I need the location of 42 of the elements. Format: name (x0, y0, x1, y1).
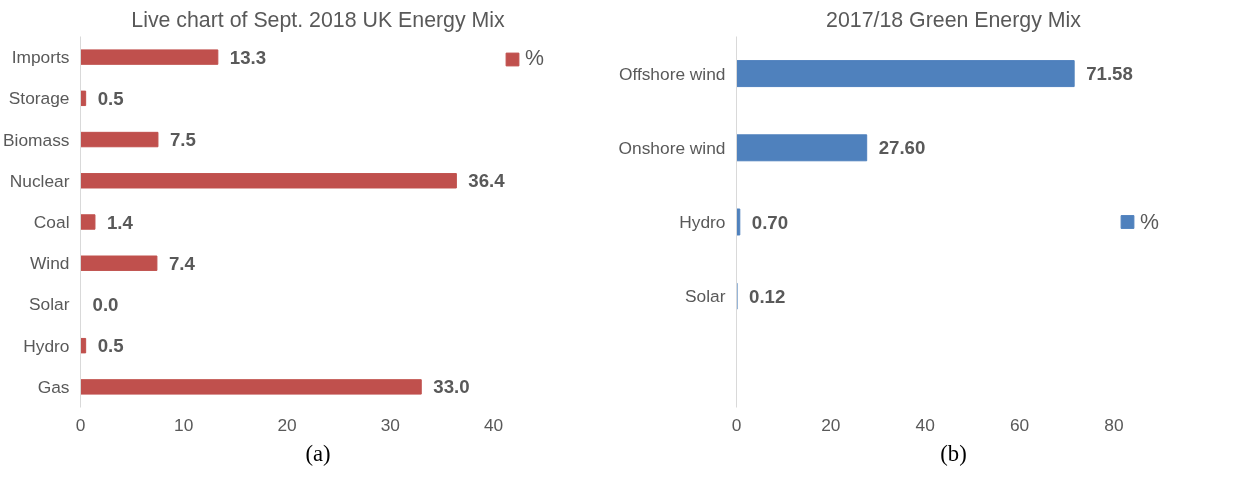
x-tick-label: 20 (821, 414, 841, 435)
x-tick-label: 10 (174, 414, 194, 435)
y-tick-label: Imports (11, 47, 70, 68)
chart-title: 2017/18 Green Energy Mix (826, 7, 1082, 32)
y-tick-label: Hydro (679, 212, 726, 232)
x-tick-label: 40 (483, 414, 504, 435)
data-label: 33.0 (433, 376, 470, 398)
y-tick-label: Nuclear (9, 170, 70, 191)
x-tick-label: 0 (731, 414, 742, 435)
y-tick-label: Coal (33, 212, 70, 232)
x-tick-label: 20 (277, 414, 297, 435)
y-tick-label: Wind (30, 253, 70, 274)
x-tick-label: 0 (75, 414, 86, 435)
data-label: 27.60 (878, 137, 926, 159)
y-tick-label: Solar (685, 286, 726, 307)
data-label: 0.5 (97, 335, 124, 357)
x-tick-label: 60 (1009, 414, 1030, 435)
text: (b) (940, 440, 967, 466)
x-tick-label: 80 (1104, 414, 1124, 435)
legend-label: % (1140, 209, 1160, 234)
x-tick-label: 30 (380, 414, 400, 435)
data-label: 7.5 (169, 129, 196, 151)
data-label: 13.3 (229, 46, 267, 68)
y-tick-label: Gas (37, 376, 70, 397)
legend-label: % (525, 46, 545, 71)
text: (a) (305, 440, 331, 466)
y-tick-label: Biomass (3, 129, 70, 150)
chart-title: Live chart of Sept. 2018 UK Energy Mix (131, 7, 506, 32)
data-label: 0.5 (97, 87, 124, 109)
y-tick-label: Storage (8, 88, 70, 109)
data-label: 0.12 (749, 285, 786, 307)
y-tick-label: Offshore wind (618, 63, 726, 84)
data-label: 71.58 (1086, 63, 1133, 85)
data-label: 0.0 (92, 293, 119, 315)
y-tick-label: Solar (29, 294, 70, 315)
data-label: 7.4 (168, 252, 196, 274)
y-tick-label: Onshore wind (618, 137, 726, 158)
data-label: 36.4 (468, 170, 506, 192)
data-label: 1.4 (106, 211, 134, 233)
data-label: 0.70 (751, 211, 789, 233)
y-tick-label: Hydro (23, 335, 70, 356)
x-tick-label: 40 (915, 414, 935, 435)
